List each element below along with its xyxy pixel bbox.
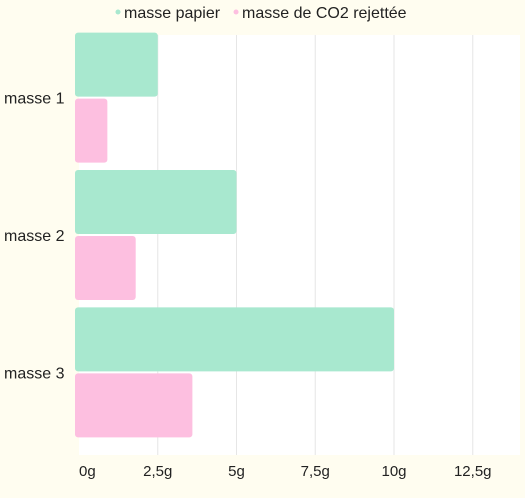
x-tick-label-1: 2,5g — [143, 463, 172, 480]
bar-masse-co2-3 — [75, 373, 193, 438]
bars — [75, 32, 394, 438]
category-label-3: masse 3 — [4, 365, 65, 382]
y-axis-labels: masse 1 masse 2 masse 3 — [4, 91, 65, 383]
legend-swatch-1 — [115, 9, 121, 15]
legend-label-2: masse de CO2 rejettée — [242, 5, 407, 22]
legend-label-1: masse papier — [124, 5, 221, 22]
x-tick-label-2: 5g — [228, 463, 245, 480]
bar-masse-papier-3 — [75, 307, 394, 372]
x-axis-labels: 0g 2,5g 5g 7,5g 10g 12,5g — [79, 463, 492, 480]
category-label-1: masse 1 — [4, 91, 65, 108]
bar-masse-papier-1 — [75, 32, 158, 97]
bar-masse-co2-2 — [75, 236, 136, 300]
x-tick-label-3: 7,5g — [301, 463, 330, 480]
legend-swatch-2 — [233, 9, 239, 15]
x-tick-label-5: 12,5g — [454, 463, 492, 480]
bar-masse-papier-2 — [75, 170, 237, 234]
x-tick-label-4: 10g — [381, 463, 406, 480]
x-tick-label-0: 0g — [79, 463, 96, 480]
legend: masse papier masse de CO2 rejettée — [115, 5, 407, 22]
category-label-2: masse 2 — [4, 228, 65, 245]
bar-masse-co2-1 — [75, 98, 108, 163]
